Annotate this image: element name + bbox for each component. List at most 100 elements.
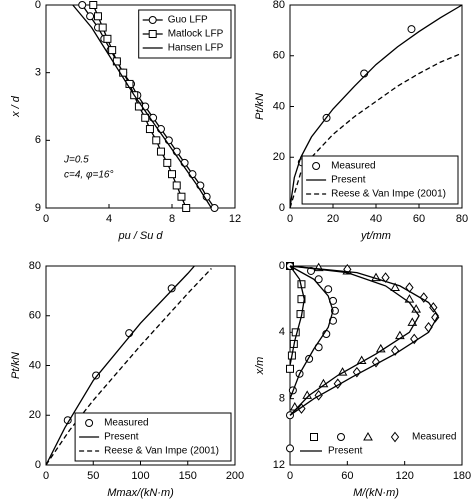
x-axis-label: Mmax/(kN·m) [107, 487, 174, 499]
y-tick-label: 40 [273, 100, 285, 112]
legend-label: Reese & Van Impe (2001) [331, 189, 446, 200]
y-tick-label: 4 [279, 326, 285, 338]
legend-label: Matlock LFP [168, 29, 224, 40]
data-point [286, 364, 294, 373]
x-tick-label: 60 [341, 470, 353, 482]
data-point [78, 1, 87, 9]
x-tick-label: 100 [131, 470, 149, 482]
legend-label: Hansen LFP [168, 43, 224, 54]
y-tick-label: 8 [279, 393, 285, 405]
legend-marker [337, 433, 345, 441]
legend-marker [85, 419, 94, 427]
y-tick-label: 80 [273, 0, 285, 11]
legend-label: Reese & Van Impe (2001) [104, 446, 219, 457]
x-tick-label: 8 [169, 213, 175, 225]
data-point [210, 204, 219, 212]
x-tick-label: 50 [87, 470, 99, 482]
x-tick-label: 60 [413, 213, 425, 225]
y-tick-label: 20 [273, 151, 285, 163]
y-tick-label: 80 [29, 260, 41, 272]
data-point [108, 46, 117, 55]
legend-marker [312, 162, 321, 170]
series-line [72, 4, 212, 209]
series-line [289, 265, 439, 416]
data-point [410, 333, 419, 345]
y-axis-label: Pt/kN [254, 93, 266, 120]
y-axis-label: x/m [254, 357, 266, 376]
y-tick-label: 0 [279, 260, 285, 272]
x-tick-label: 0 [287, 213, 293, 225]
legend-marker [148, 16, 157, 24]
x-axis-label: yt/mm [360, 230, 391, 242]
y-tick-label: 6 [35, 134, 41, 146]
y-tick-label: 60 [273, 50, 285, 62]
legend-label: Present [104, 432, 139, 443]
data-point [352, 366, 362, 378]
data-point [390, 282, 400, 292]
series-line [45, 265, 195, 466]
x-tick-label: 12 [229, 213, 241, 225]
x-tick-label: 0 [43, 213, 49, 225]
legend-label: Measured [412, 432, 456, 443]
y-tick-label: 3 [35, 67, 41, 79]
data-point [103, 34, 112, 43]
legend-label: Measured [104, 418, 148, 429]
legend-label: Measured [331, 161, 375, 172]
data-point [429, 302, 438, 313]
data-point [297, 295, 306, 304]
data-point [89, 1, 98, 9]
y-axis-label: Pt/kN [10, 352, 22, 379]
series-line [289, 265, 334, 399]
data-point [168, 170, 176, 179]
data-point [152, 136, 161, 145]
x-tick-label: 180 [453, 470, 471, 482]
x-tick-label: 80 [456, 213, 468, 225]
data-point [163, 158, 172, 167]
data-point [156, 147, 165, 156]
legend-marker [148, 30, 157, 38]
data-point [296, 310, 305, 319]
data-point [419, 292, 428, 303]
data-point [407, 25, 416, 34]
data-point [167, 284, 176, 293]
data-point [98, 23, 107, 32]
legend-box [74, 412, 232, 462]
x-axis-label: pu / Su d [117, 230, 163, 242]
legend-label: Present [328, 446, 363, 457]
data-point [93, 12, 102, 21]
legend-label: Present [331, 175, 366, 186]
plot-frame [45, 4, 236, 209]
x-tick-label: 4 [106, 213, 112, 225]
legend-box [301, 155, 459, 205]
data-point [141, 113, 150, 122]
y-tick-label: 0 [35, 459, 41, 471]
series-line [289, 265, 305, 366]
data-point [177, 192, 186, 201]
x-tick-label: 120 [395, 470, 413, 482]
legend-label: Guo LFP [168, 15, 208, 26]
x-tick-label: 20 [327, 213, 339, 225]
y-tick-label: 0 [35, 0, 41, 11]
data-point [86, 12, 95, 21]
y-tick-label: 20 [29, 409, 41, 421]
data-point [314, 275, 323, 284]
x-tick-label: 40 [370, 213, 382, 225]
data-point [356, 355, 367, 365]
x-tick-label: 200 [226, 470, 244, 482]
y-tick-label: 60 [29, 310, 41, 322]
series-line [45, 268, 212, 466]
legend-marker [390, 431, 400, 443]
series-line [289, 4, 463, 209]
data-point [92, 371, 101, 380]
y-tick-label: 0 [279, 202, 285, 214]
y-tick-label: 40 [29, 359, 41, 371]
data-point [172, 181, 181, 190]
series-line [289, 52, 463, 209]
annotation: J=0.5 [63, 155, 89, 166]
legend-marker [363, 431, 373, 441]
y-tick-label: 12 [273, 459, 285, 471]
x-tick-label: 0 [43, 470, 49, 482]
data-point [182, 204, 191, 212]
